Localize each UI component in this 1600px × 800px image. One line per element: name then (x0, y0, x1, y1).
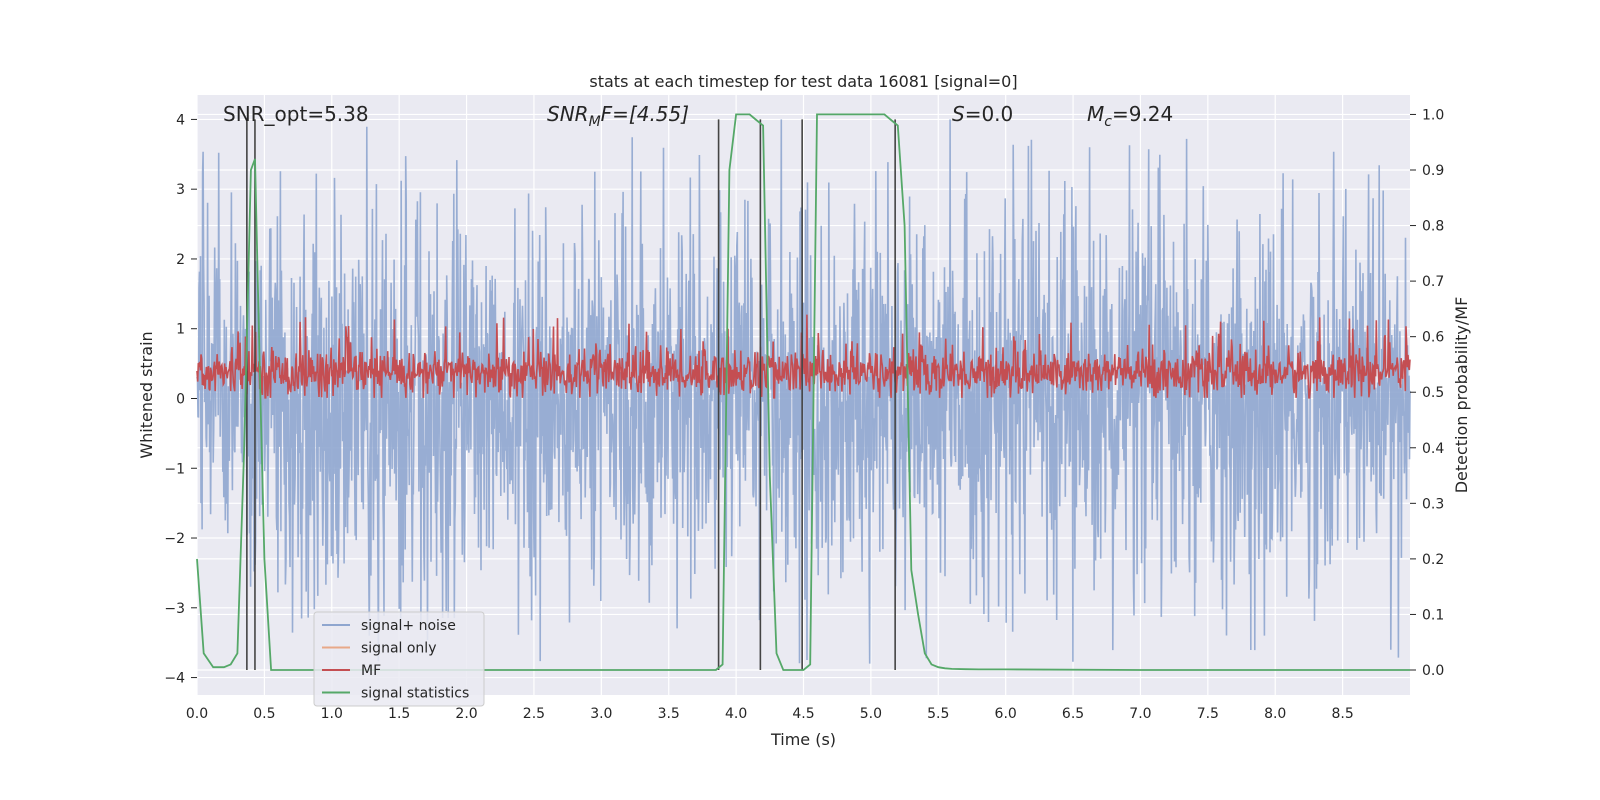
y-tick-label: 3 (176, 182, 185, 198)
x-tick-label: 0.0 (186, 706, 208, 722)
annotation-mc-value: =9.24 (1112, 102, 1173, 126)
x-tick-label: 0.5 (253, 706, 275, 722)
y-tick-label: −3 (164, 601, 185, 617)
annotation-s: S=0.0 (952, 102, 1013, 126)
tick-labels: 0.0 0.5 1.0 1.5 2.0 2.5 3.0 3.5 4.0 4.5 5.0 5.5 6.0 6… (164, 107, 1444, 722)
y-right-tick-label: 0.2 (1422, 552, 1444, 568)
x-tick-label: 6.5 (1062, 706, 1084, 722)
x-tick-label: 3.0 (590, 706, 612, 722)
annotation-snr-mf-sub: M (589, 114, 601, 130)
x-tick-label: 3.5 (658, 706, 680, 722)
y-tick-label: 2 (176, 252, 185, 268)
y-right-tick-label: 0.5 (1422, 385, 1444, 401)
y-right-tick-label: 0.1 (1422, 607, 1444, 623)
y-right-tick-label: 0.3 (1422, 496, 1444, 512)
x-tick-label: 7.5 (1197, 706, 1219, 722)
series-signal-statistics (196, 113, 1410, 671)
x-tick-label: 4.5 (792, 706, 814, 722)
x-tick-label: 1.5 (388, 706, 410, 722)
annotation-s-value: =0.0 (965, 102, 1014, 126)
annotation-mc: Mc=9.24 (1087, 102, 1173, 130)
legend: signal+ noise signal only MF signal statist… (313, 611, 485, 707)
y-axis-label: Whitened strain (137, 331, 156, 458)
legend-label-2: MF (361, 663, 381, 679)
series-mf (196, 314, 1411, 399)
x-axis-label: Time (s) (770, 730, 836, 749)
series-signal-statistics-line (196, 113, 1410, 671)
series-signal-noise-line (196, 119, 1411, 664)
annotation-s-symbol: S (952, 102, 965, 126)
y-right-tick-label: 0.7 (1422, 274, 1444, 290)
x-tick-label: 5.5 (927, 706, 949, 722)
vertical-markers (246, 119, 896, 670)
y-right-tick-label: 0.6 (1422, 330, 1444, 346)
annotation-snr-mf-rest: F=[4.55] (601, 102, 689, 126)
x-tick-label: 8.5 (1331, 706, 1353, 722)
y-right-tick-label: 1.0 (1422, 107, 1444, 123)
x-tick-label: 1.0 (321, 706, 343, 722)
x-tick-label: 7.0 (1129, 706, 1151, 722)
x-tick-label: 2.0 (455, 706, 477, 722)
y-right-tick-label: 0.4 (1422, 441, 1444, 457)
y-tick-label: 0 (176, 391, 185, 407)
x-tick-label: 8.0 (1264, 706, 1286, 722)
series-signal-noise (196, 119, 1411, 664)
x-tick-label: 4.0 (725, 706, 747, 722)
x-tick-label: 2.5 (523, 706, 545, 722)
legend-box (313, 611, 485, 707)
x-tick-label: 5.0 (860, 706, 882, 722)
y-tick-label: −1 (164, 461, 185, 477)
y-right-tick-label: 0.9 (1422, 163, 1444, 179)
y-tick-label: 4 (176, 112, 185, 128)
legend-label-1: signal only (361, 641, 436, 657)
y-right-tick-label: 0.8 (1422, 219, 1444, 235)
x-tick-label: 6.0 (995, 706, 1017, 722)
annotation-mc-sub: c (1104, 114, 1112, 130)
annotation-snr-opt: SNR_opt=5.38 (223, 102, 369, 126)
chart-title: stats at each timestep for test data 160… (589, 72, 1017, 91)
legend-label-0: signal+ noise (361, 618, 456, 634)
y-right-tick-label: 0.0 (1422, 663, 1444, 679)
annotation-snr-mf-base: SNR (547, 102, 589, 126)
y-axis-label-right: Detection probability/MF (1452, 297, 1471, 494)
annotation-mc-base: M (1087, 102, 1104, 126)
y-tick-label: −2 (164, 531, 185, 547)
annotation-snr-mf: SNRMF=[4.55] (547, 102, 689, 130)
y-tick-label: 1 (176, 322, 185, 338)
series-mf-line (196, 314, 1411, 399)
legend-label-3: signal statistics (361, 686, 469, 702)
y-tick-label: −4 (164, 671, 185, 687)
